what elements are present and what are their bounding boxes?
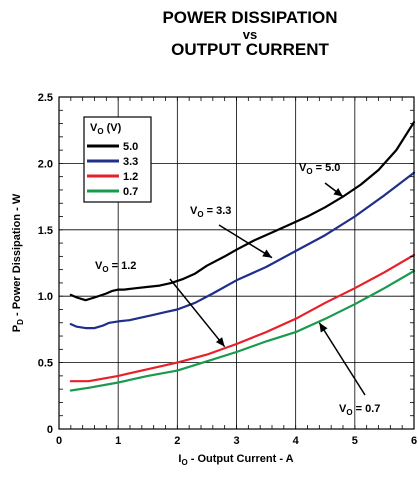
series-line-0.7 xyxy=(69,269,416,392)
series-line-1.2 xyxy=(69,253,416,383)
y-tick-label: 2.5 xyxy=(38,92,53,104)
y-tick-label: 1.5 xyxy=(38,225,53,237)
annotation-label: VO = 3.3 xyxy=(190,205,231,219)
x-tick-label: 3 xyxy=(233,435,239,447)
annotation-arrow-line xyxy=(169,278,226,348)
annotation-label: VO = 1.2 xyxy=(95,260,136,274)
chart-title-line-1: POWER DISSIPATION xyxy=(162,8,338,27)
legend-label-3.3: 3.3 xyxy=(123,156,138,168)
series-line-3.3 xyxy=(69,171,416,330)
x-tick-label: 6 xyxy=(411,435,417,447)
annotation-arrow-line xyxy=(218,224,273,259)
y-tick-label: 1.0 xyxy=(38,291,53,303)
y-tick-label: 0.5 xyxy=(38,358,53,370)
plot-frame xyxy=(58,96,415,430)
x-tick-label: 1 xyxy=(115,435,121,447)
annotation-arrow-line xyxy=(318,322,366,396)
annotation-label: VO = 0.7 xyxy=(339,403,380,417)
legend: VO (V)5.0 3.3 1.2 0.7 xyxy=(83,116,152,203)
chart-title-line-3: OUTPUT CURRENT xyxy=(171,40,329,59)
chart-title-line-2: vs xyxy=(242,27,258,42)
x-tick-label: 4 xyxy=(293,435,300,447)
x-tick-label: 0 xyxy=(56,435,62,447)
annotation-arrowhead xyxy=(262,249,272,258)
x-tick-label: 5 xyxy=(352,435,358,447)
annotation-label: VO = 5.0 xyxy=(299,162,340,176)
series-line-5.0 xyxy=(69,121,416,302)
annotation-arrowhead xyxy=(215,337,225,347)
legend-label-5.0: 5.0 xyxy=(123,141,138,153)
annotation-arrowhead xyxy=(333,187,343,197)
y-tick-label: 0 xyxy=(47,424,53,436)
legend-label-1.2: 1.2 xyxy=(123,171,138,183)
legend-label-0.7: 0.7 xyxy=(123,186,138,198)
x-axis-label: IO - Output Current - A xyxy=(178,453,293,467)
y-axis-label: PD - Power Dissipation - W xyxy=(11,193,25,332)
axes: 0 1 2 3 4 5 6 0 0.5 1.0 1.5 2.0 2.5 IO - Output Curre… xyxy=(11,92,417,467)
y-tick-label: 2.0 xyxy=(38,158,53,170)
x-tick-label: 2 xyxy=(174,435,180,447)
series-lines xyxy=(69,121,416,392)
legend-title: VO (V) xyxy=(90,122,122,136)
annotations: VO = 5.0 VO = 3.3 VO = 1.2 VO = 0.7 xyxy=(95,162,380,417)
annotation-arrowhead xyxy=(319,322,328,333)
